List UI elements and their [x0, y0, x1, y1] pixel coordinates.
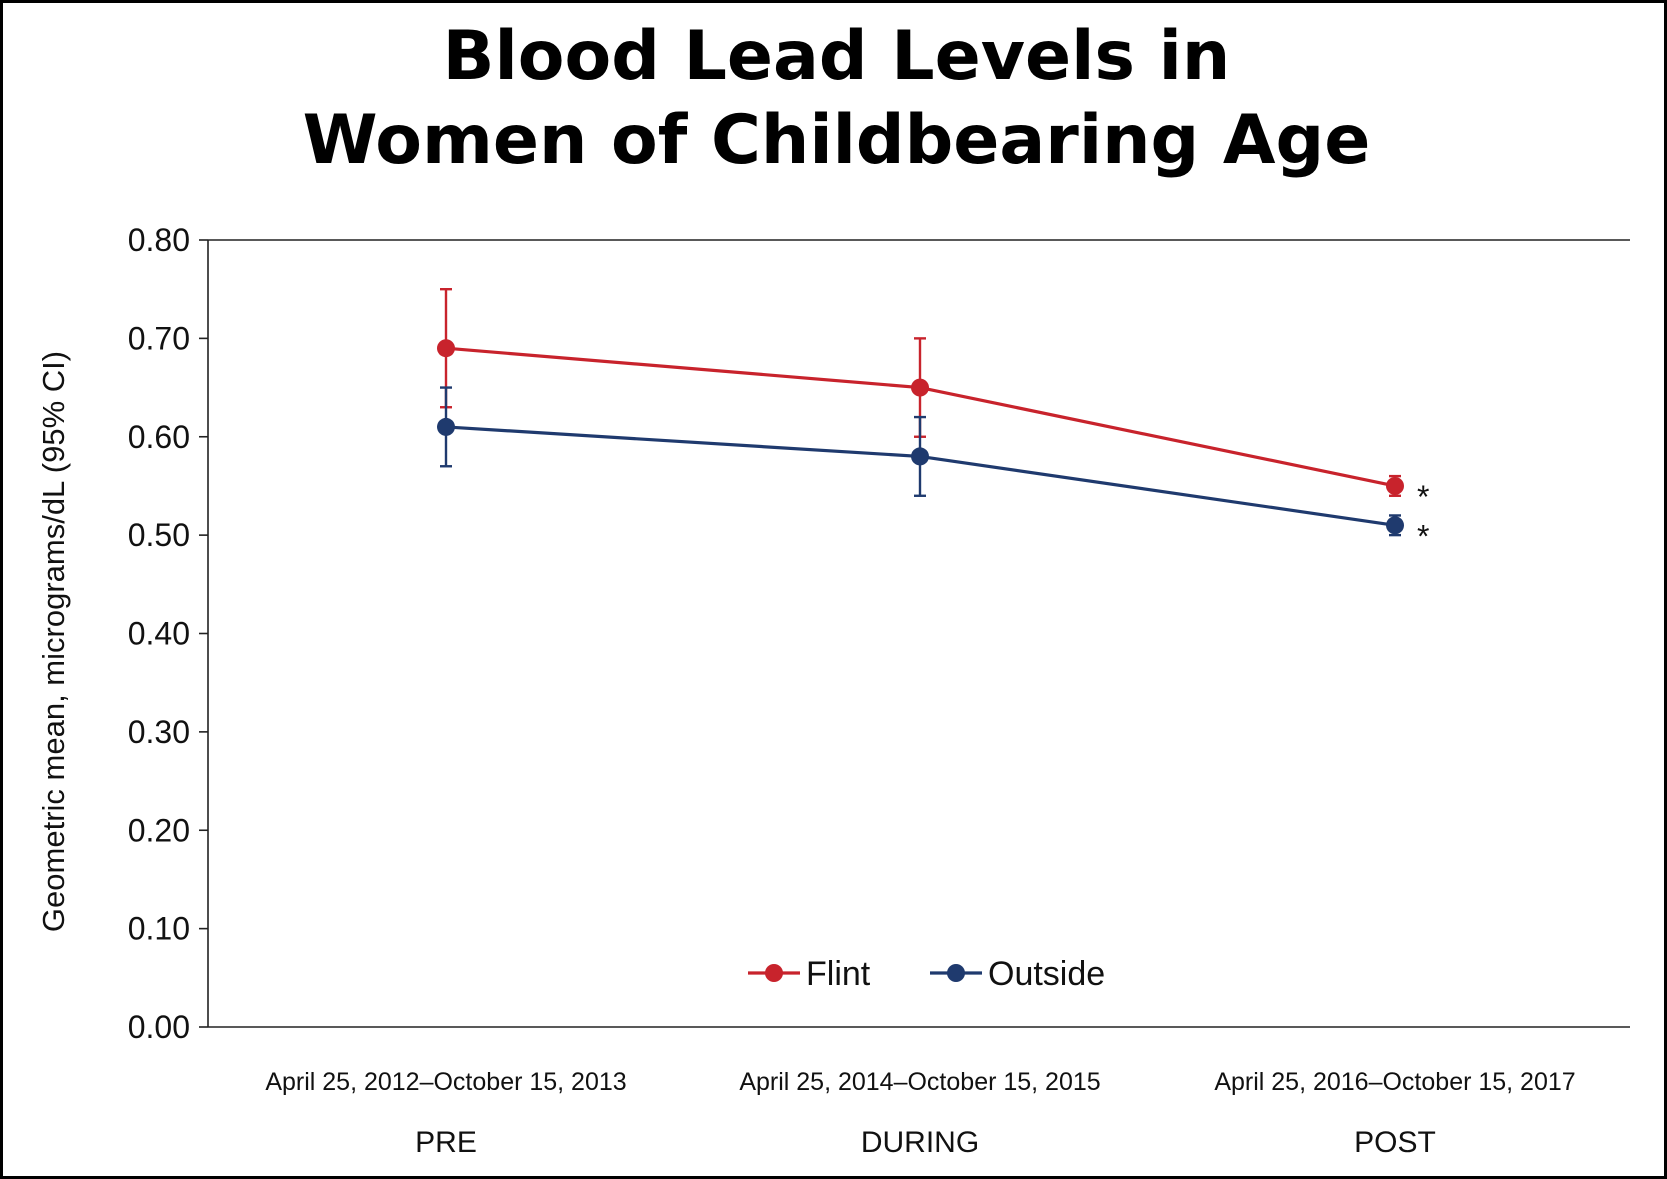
data-point-flint	[437, 339, 455, 358]
y-axis-title: Geometric mean, micrograms/dL (95% CI)	[36, 351, 71, 932]
x-category-label: April 25, 2016–October 15, 2017	[1214, 1068, 1575, 1096]
legend-marker-outside	[947, 964, 965, 982]
y-tick-label: 0.70	[128, 320, 190, 356]
y-tick-label: 0.20	[128, 812, 190, 848]
x-category-label: April 25, 2014–October 15, 2015	[739, 1068, 1100, 1096]
y-tick-label: 0.50	[128, 517, 190, 553]
significance-marker: *	[1417, 479, 1429, 515]
data-point-outside	[437, 417, 455, 436]
y-tick-label: 0.60	[128, 419, 190, 455]
y-tick-label: 0.10	[128, 911, 190, 947]
data-point-flint	[911, 378, 929, 397]
legend-marker-flint	[765, 964, 783, 982]
significance-marker: *	[1417, 518, 1429, 554]
legend-label-flint: Flint	[806, 955, 871, 993]
y-tick-label: 0.00	[128, 1009, 190, 1045]
data-point-outside	[911, 447, 929, 466]
y-tick-label: 0.80	[128, 222, 190, 258]
x-period-label: PRE	[415, 1126, 477, 1159]
legend-label-outside: Outside	[988, 955, 1105, 993]
chart-title-line-2: Women of Childbearing Age	[302, 101, 1371, 180]
x-period-label: DURING	[861, 1126, 979, 1159]
data-point-flint	[1386, 476, 1404, 495]
chart-title-line-1: Blood Lead Levels in	[442, 17, 1231, 96]
y-tick-label: 0.40	[128, 616, 190, 652]
x-category-label: April 25, 2012–October 15, 2013	[265, 1068, 626, 1096]
y-tick-label: 0.30	[128, 714, 190, 750]
x-period-label: POST	[1354, 1126, 1436, 1159]
chart-title: Blood Lead Levels in Women of Childbeari…	[3, 15, 1667, 183]
data-point-outside	[1386, 516, 1404, 535]
